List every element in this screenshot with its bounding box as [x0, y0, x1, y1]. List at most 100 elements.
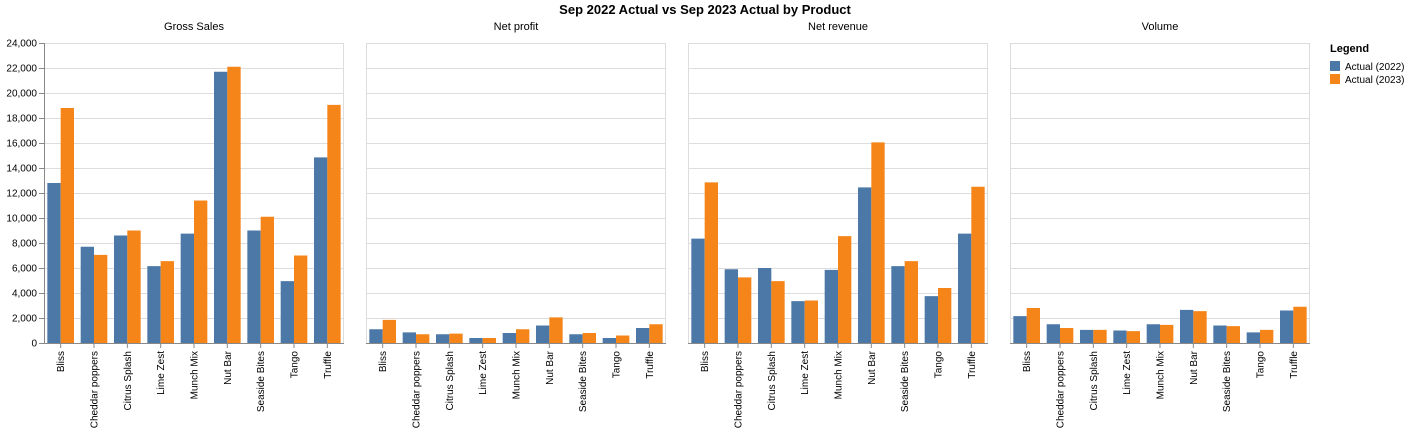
- bar-actual-2022-lime-zest: [147, 266, 161, 344]
- bar-actual-2022-tango: [602, 338, 616, 343]
- panels: Gross Sales Bliss Cheddar poppers Citrus Sp…: [6, 21, 1310, 428]
- bar-actual-2023-lime-zest: [1126, 331, 1140, 344]
- bar-actual-2023-munch-mix: [194, 200, 208, 343]
- bar-actual-2023-bliss: [60, 108, 74, 343]
- x-tick-label: Bliss: [1022, 351, 1033, 372]
- bar-actual-2022-munch-mix: [502, 333, 516, 343]
- panel-net-profit: Net profit Bliss Cheddar poppers Citrus Spl…: [366, 21, 666, 428]
- bar-actual-2023-nut-bar: [549, 317, 563, 344]
- bar-actual-2022-munch-mix: [824, 269, 838, 344]
- bar-actual-2023-nut-bar: [227, 66, 241, 343]
- y-tick-label: 8,000: [12, 239, 37, 250]
- x-tick-label: Bliss: [378, 351, 389, 372]
- bar-actual-2023-truffle: [971, 186, 985, 343]
- legend-label-actual-2022: Actual (2022): [1345, 62, 1404, 73]
- bar-actual-2023-lime-zest: [482, 338, 496, 343]
- y-tick-label: 6,000: [12, 264, 37, 275]
- bar-actual-2022-cheddar-poppers: [1046, 324, 1060, 343]
- bar-actual-2022-tango: [280, 281, 294, 344]
- x-tick-label: Lime Zest: [800, 351, 811, 395]
- x-tick-label: Tango: [612, 351, 623, 379]
- bar-actual-2022-seaside-bites: [891, 266, 905, 344]
- panel-title: Net revenue: [808, 21, 868, 33]
- y-tick-label: 4,000: [12, 289, 37, 300]
- legend-label-actual-2023: Actual (2023): [1345, 75, 1404, 86]
- bar-actual-2023-citrus-splash: [1093, 329, 1107, 344]
- bar-actual-2022-bliss: [369, 329, 383, 343]
- bar-actual-2023-cheddar-poppers: [416, 334, 430, 343]
- bar-actual-2022-truffle: [636, 328, 650, 343]
- bar-actual-2023-cheddar-poppers: [738, 277, 752, 344]
- x-tick-label: Lime Zest: [478, 351, 489, 395]
- x-tick-label: Tango: [290, 351, 301, 379]
- bar-actual-2023-tango: [294, 255, 308, 343]
- panel-title: Net profit: [494, 21, 539, 33]
- x-tick-label: Citrus Splash: [1089, 351, 1100, 410]
- x-tick-label: Citrus Splash: [767, 351, 778, 410]
- bar-actual-2023-lime-zest: [160, 261, 174, 344]
- x-tick-label: Seaside Bites: [900, 351, 911, 412]
- bar-actual-2022-lime-zest: [791, 301, 805, 344]
- y-tick-label: 20,000: [6, 89, 37, 100]
- legend-title: Legend: [1330, 43, 1369, 55]
- bar-actual-2022-munch-mix: [180, 233, 194, 344]
- bar-actual-2022-citrus-splash: [1080, 329, 1094, 344]
- bar-actual-2023-bliss: [382, 319, 396, 344]
- bar-actual-2023-munch-mix: [1160, 324, 1174, 344]
- bar-actual-2022-truffle: [958, 233, 972, 344]
- y-tick-label: 2,000: [12, 314, 37, 325]
- x-tick-label: Lime Zest: [156, 351, 167, 395]
- bar-actual-2022-truffle: [314, 157, 328, 344]
- bar-actual-2023-seaside-bites: [260, 216, 274, 343]
- bar-actual-2023-seaside-bites: [904, 261, 918, 344]
- bar-actual-2022-citrus-splash: [114, 235, 128, 343]
- bar-actual-2022-lime-zest: [1113, 330, 1127, 343]
- bar-actual-2023-seaside-bites: [582, 333, 596, 343]
- bar-actual-2022-bliss: [691, 238, 705, 344]
- x-tick-label: Nut Bar: [223, 350, 234, 385]
- panel-volume: Volume Bliss Cheddar poppers Citrus Splash L…: [1010, 21, 1310, 428]
- bar-actual-2023-nut-bar: [1193, 311, 1207, 344]
- bar-actual-2023-nut-bar: [871, 142, 885, 344]
- y-tick-label: 10,000: [6, 214, 37, 225]
- bar-actual-2022-bliss: [47, 183, 61, 343]
- bar-actual-2022-bliss: [1013, 316, 1027, 344]
- panel-net-revenue: Net revenue Bliss Cheddar poppers Citrus Sp…: [688, 21, 988, 428]
- x-tick-label: Nut Bar: [545, 350, 556, 385]
- y-tick-label: 12,000: [6, 189, 37, 200]
- bar-actual-2023-bliss: [704, 182, 718, 344]
- bar-actual-2022-seaside-bites: [1213, 325, 1227, 343]
- x-tick-label: Seaside Bites: [1222, 351, 1233, 412]
- bar-actual-2023-tango: [938, 288, 952, 343]
- legend-swatch-actual-2022: [1330, 61, 1340, 71]
- legend: Legend Actual (2022) Actual (2023): [1330, 43, 1404, 86]
- y-tick-label: 14,000: [6, 164, 37, 175]
- bar-actual-2023-seaside-bites: [1226, 326, 1240, 344]
- x-tick-label: Cheddar poppers: [90, 351, 101, 428]
- x-tick-label: Munch Mix: [834, 351, 845, 399]
- y-tick-label: 0: [31, 339, 37, 350]
- bar-actual-2023-tango: [1260, 329, 1274, 344]
- panel-gross-sales: Gross Sales Bliss Cheddar poppers Citrus Sp…: [6, 21, 344, 428]
- bar-actual-2022-nut-bar: [1180, 309, 1194, 344]
- x-tick-label: Seaside Bites: [578, 351, 589, 412]
- bar-actual-2023-truffle: [327, 104, 341, 344]
- bar-actual-2023-truffle: [649, 324, 663, 343]
- y-tick-label: 22,000: [6, 64, 37, 75]
- bar-actual-2023-citrus-splash: [127, 230, 141, 343]
- bar-actual-2022-nut-bar: [858, 187, 872, 344]
- x-tick-label: Truffle: [645, 351, 656, 379]
- bar-actual-2022-nut-bar: [536, 325, 550, 343]
- x-tick-label: Tango: [1256, 351, 1267, 379]
- x-tick-label: Truffle: [967, 351, 978, 379]
- x-tick-label: Munch Mix: [512, 351, 523, 399]
- x-tick-label: Munch Mix: [1156, 351, 1167, 399]
- bar-actual-2023-munch-mix: [838, 236, 852, 344]
- y-tick-label: 18,000: [6, 114, 37, 125]
- x-tick-label: Tango: [934, 351, 945, 379]
- x-tick-label: Cheddar poppers: [1056, 351, 1067, 428]
- bar-actual-2023-cheddar-poppers: [1060, 328, 1074, 343]
- bar-actual-2022-truffle: [1280, 310, 1294, 343]
- x-tick-label: Citrus Splash: [123, 351, 134, 410]
